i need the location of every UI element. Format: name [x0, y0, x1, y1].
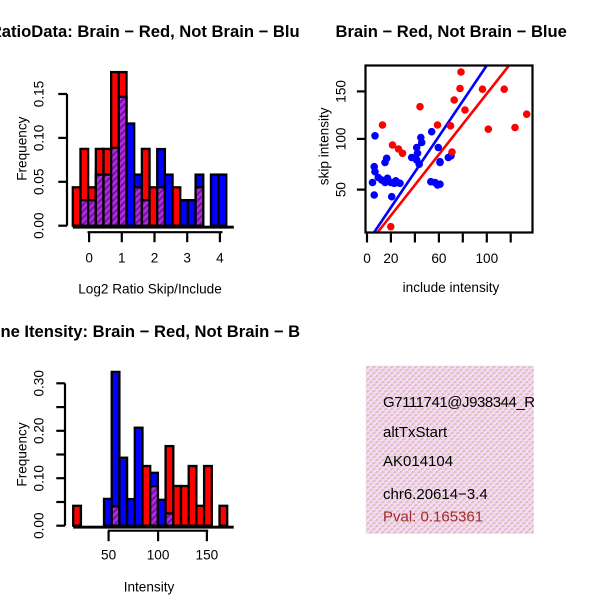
- svg-text:0.10: 0.10: [32, 124, 47, 151]
- svg-text:skip intensity: skip intensity: [317, 107, 332, 185]
- svg-text:include intensity: include intensity: [403, 280, 500, 295]
- svg-text:0.00: 0.00: [32, 212, 47, 239]
- svg-text:AK014104: AK014104: [383, 453, 453, 470]
- svg-text:50: 50: [101, 548, 117, 563]
- svg-text:Frequency: Frequency: [15, 422, 30, 486]
- svg-text:60: 60: [431, 251, 447, 266]
- svg-text:0: 0: [85, 251, 93, 266]
- svg-text:Gene Itensity: Brain − Red, No: Gene Itensity: Brain − Red, Not Brain − …: [0, 322, 324, 341]
- svg-text:0.20: 0.20: [32, 417, 47, 444]
- svg-text:0.30: 0.30: [32, 370, 47, 397]
- svg-text:2: 2: [151, 251, 159, 266]
- svg-text:150: 150: [196, 548, 219, 563]
- svg-text:G7111741@J938344_RC_g5: G7111741@J938344_RC_g5: [383, 394, 569, 411]
- svg-text:Brain − Red, Not Brain − Blue: Brain − Red, Not Brain − Blue: [335, 22, 566, 41]
- svg-text:0.00: 0.00: [32, 512, 47, 539]
- svg-text:50: 50: [334, 182, 349, 198]
- svg-text:Frequency: Frequency: [15, 116, 30, 180]
- svg-text:100: 100: [334, 127, 349, 150]
- svg-text:0.15: 0.15: [32, 81, 47, 107]
- svg-text:RatioData: Brain − Red, Not Br: RatioData: Brain − Red, Not Brain − Blue: [0, 22, 309, 41]
- svg-text:chr6.20614−3.4: chr6.20614−3.4: [383, 486, 488, 503]
- svg-text:20: 20: [383, 251, 399, 266]
- svg-text:0.10: 0.10: [32, 465, 47, 492]
- svg-text:4: 4: [216, 251, 224, 266]
- svg-text:1: 1: [118, 251, 126, 266]
- svg-text:Log2 Ratio Skip/Include: Log2 Ratio Skip/Include: [78, 282, 222, 297]
- svg-text:0: 0: [363, 251, 371, 266]
- svg-text:100: 100: [147, 548, 170, 563]
- svg-text:3: 3: [183, 251, 191, 266]
- svg-text:Intensity: Intensity: [124, 580, 175, 595]
- svg-text:100: 100: [475, 251, 498, 266]
- svg-text:0.05: 0.05: [32, 169, 47, 195]
- svg-text:Pval: 0.165361: Pval: 0.165361: [383, 509, 483, 526]
- svg-text:150: 150: [334, 80, 349, 103]
- svg-text:altTxStart: altTxStart: [383, 424, 448, 441]
